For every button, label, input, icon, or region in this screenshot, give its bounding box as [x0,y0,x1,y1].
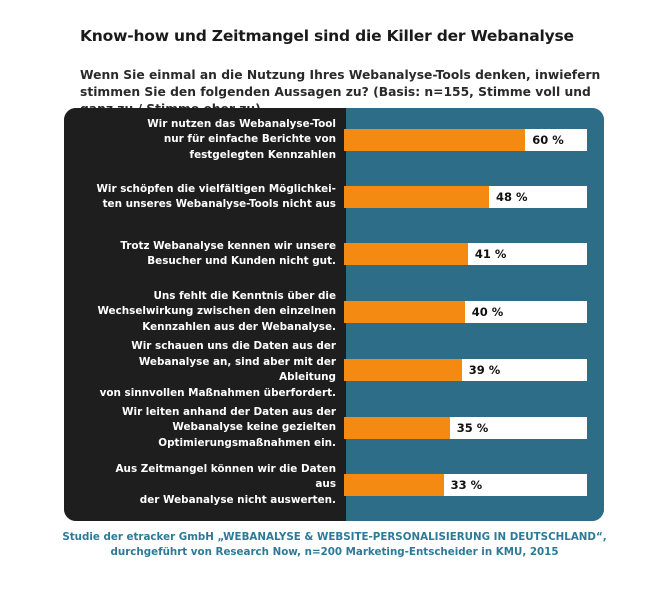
category-label-line: festgelegten Kennzahlen [189,148,336,161]
bar [344,186,489,208]
category-label-line: Optimierungsmaßnahmen ein. [158,436,336,449]
category-label-line: Wir nutzen das Webanalyse-Tool [147,117,336,130]
category-label-line: Wechselwirkung zwischen den einzelnen [97,305,336,318]
category-label: Uns fehlt die Kenntnis über die Wechselwi… [96,287,336,337]
value-label: 41 % [474,247,507,261]
category-label: Wir leiten anhand der Daten aus der Weban… [96,403,336,453]
category-label-line: Wir leiten anhand der Daten aus der [122,405,336,418]
value-label: 35 % [456,421,489,435]
bar [344,129,526,151]
bar [344,359,462,381]
category-label-line: Trotz Webanalyse kennen wir unsere [120,239,336,252]
category-label-line: der Webanalyse nicht auswerten. [139,493,336,506]
bar-track: 41 % [344,243,587,265]
bar [344,417,450,439]
bar [344,301,465,323]
category-label-line: ten unseres Webanalyse-Tools nicht aus [102,198,336,210]
category-label-line: nur für einfache Berichte von [163,133,336,146]
category-label-line: Wir schauen uns die Daten aus der [131,340,336,352]
category-label: Trotz Webanalyse kennen wir unsere Besuch… [96,229,336,279]
bar-track: 39 % [344,359,587,381]
value-label: 40 % [471,305,504,319]
source-note: Studie der etracker GmbH „WEBANALYSE & W… [40,530,629,560]
bar-track: 33 % [344,474,587,496]
category-label-line: Webanalyse keine gezielten [172,421,336,434]
label-column-background [64,108,346,521]
bar-track: 35 % [344,417,587,439]
chart-title: Know-how und Zeitmangel sind die Killer … [80,27,574,45]
value-label: 60 % [532,133,564,147]
category-label-line: Uns fehlt die Kenntnis über die [153,289,336,302]
bar [344,474,444,496]
category-label-line: Besucher und Kunden nicht gut. [147,255,336,267]
value-label: 33 % [450,478,483,492]
category-label: Wir nutzen das Webanalyse-Tool nur für ei… [96,115,336,165]
bar-track: 40 % [344,301,587,323]
category-label-line: Webanalyse an, sind aber mit der Ableitu… [138,355,336,384]
category-label: Aus Zeitmangel können wir die Daten aus d… [96,460,337,510]
category-label-line: Kennzahlen aus der Webanalyse. [142,320,336,333]
category-label-line: Wir schöpfen die vielfältigen Möglichkei… [96,182,336,195]
category-label: Wir schöpfen die vielfältigen Möglichkei… [96,172,336,222]
bar-track: 48 % [344,186,587,208]
value-label: 48 % [495,190,528,204]
category-label-line: Aus Zeitmangel können wir die Daten aus [115,462,337,491]
source-note-line-1: Studie der etracker GmbH „WEBANALYSE & W… [62,531,607,543]
bar-track: 60 % [344,129,587,151]
category-label: Wir schauen uns die Daten aus der Webanal… [96,340,336,399]
value-label: 39 % [468,363,501,377]
category-label-line: von sinnvollen Maßnahmen überfordert. [99,386,336,399]
bar [344,243,468,265]
source-note-line-2: durchgeführt von Research Now, n=200 Mar… [110,546,559,558]
